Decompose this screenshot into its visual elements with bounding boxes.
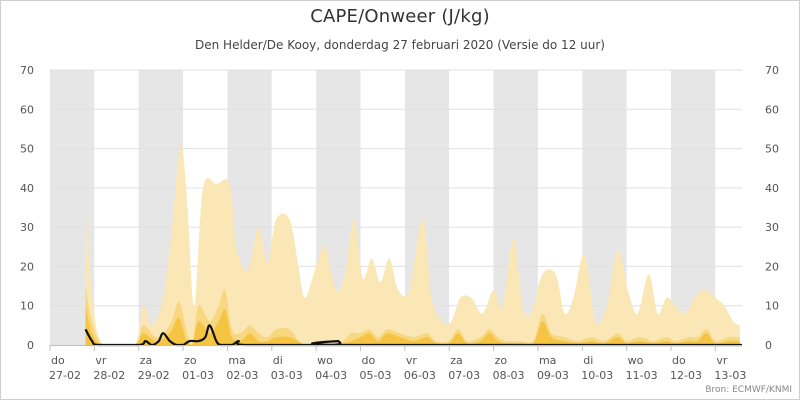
x-tick-label-day: zo — [184, 354, 197, 367]
y-tick-label-right: 40 — [765, 182, 779, 195]
x-tick-label-date: 29-02 — [138, 369, 170, 382]
x-tick-label-day: do — [672, 354, 686, 367]
y-tick-label-left: 10 — [20, 300, 34, 313]
chart-subtitle: Den Helder/De Kooy, donderdag 27 februar… — [195, 38, 605, 52]
x-tick-label-date: 28-02 — [93, 369, 125, 382]
y-tick-label-left: 50 — [20, 143, 34, 156]
x-tick-label-day: ma — [228, 354, 245, 367]
thunder-lines — [84, 324, 742, 347]
x-tick-label-day: wo — [628, 354, 644, 367]
x-tick-label-day: vr — [716, 354, 728, 367]
x-tick-label-day: do — [51, 354, 65, 367]
x-tick-label-day: za — [450, 354, 463, 367]
x-tick-label-date: 02-03 — [226, 369, 258, 382]
x-tick-label-day: vr — [406, 354, 418, 367]
x-tick-label-date: 08-03 — [493, 369, 525, 382]
cape-lower-area — [85, 305, 740, 345]
x-tick-label-day: do — [362, 354, 376, 367]
y-tick-label-right: 50 — [765, 143, 779, 156]
y-tick-label-left: 0 — [27, 339, 34, 352]
x-tick-label-date: 11-03 — [626, 369, 658, 382]
x-tick-label-day: vr — [95, 354, 107, 367]
y-tick-label-left: 60 — [20, 103, 34, 116]
y-tick-label-left: 40 — [20, 182, 34, 195]
x-axis: do 27-02 vr 28-02 za 29-02 zo 01-03 ma 02-03 di 03-… — [49, 345, 746, 382]
y-axis-right: 0 10 20 30 40 50 60 70 — [765, 64, 779, 352]
x-tick-label-day: di — [583, 354, 593, 367]
cape-upper-area — [85, 144, 740, 345]
x-tick-label-date: 10-03 — [581, 369, 613, 382]
x-tick-label-day: zo — [495, 354, 508, 367]
x-tick-label-date: 04-03 — [315, 369, 347, 382]
y-tick-label-right: 10 — [765, 300, 779, 313]
y-tick-label-right: 30 — [765, 221, 779, 234]
x-tick-label-date: 01-03 — [182, 369, 214, 382]
x-tick-label-date: 27-02 — [49, 369, 81, 382]
x-tick-label-date: 13-03 — [714, 369, 746, 382]
source-credits: Bron: ECMWF/KNMI — [705, 385, 792, 395]
y-tick-label-right: 0 — [765, 339, 772, 352]
y-axis-left: 0 10 20 30 40 50 60 70 — [20, 64, 34, 352]
x-tick-label-date: 12-03 — [670, 369, 702, 382]
x-tick-label-day: ma — [539, 354, 556, 367]
cape-areas — [85, 144, 740, 345]
x-tick-label-date: 05-03 — [360, 369, 392, 382]
y-tick-label-left: 30 — [20, 221, 34, 234]
x-tick-label-date: 09-03 — [537, 369, 569, 382]
y-tick-label-left: 70 — [20, 64, 34, 77]
x-tick-label-date: 07-03 — [448, 369, 480, 382]
x-tick-label-date: 03-03 — [271, 369, 303, 382]
chart-title: CAPE/Onweer (J/kg) — [310, 6, 490, 27]
y-tick-label-right: 20 — [765, 260, 779, 273]
day-band — [715, 70, 742, 345]
x-tick-label-day: wo — [317, 354, 333, 367]
day-band — [94, 70, 139, 345]
thunder-line — [84, 324, 742, 347]
cape-mid-area — [85, 286, 740, 345]
x-tick-label-date: 06-03 — [404, 369, 436, 382]
x-tick-label-day: za — [140, 354, 153, 367]
y-tick-label-left: 20 — [20, 260, 34, 273]
y-tick-label-right: 70 — [765, 64, 779, 77]
x-tick-label-day: di — [273, 354, 283, 367]
y-tick-label-right: 60 — [765, 103, 779, 116]
